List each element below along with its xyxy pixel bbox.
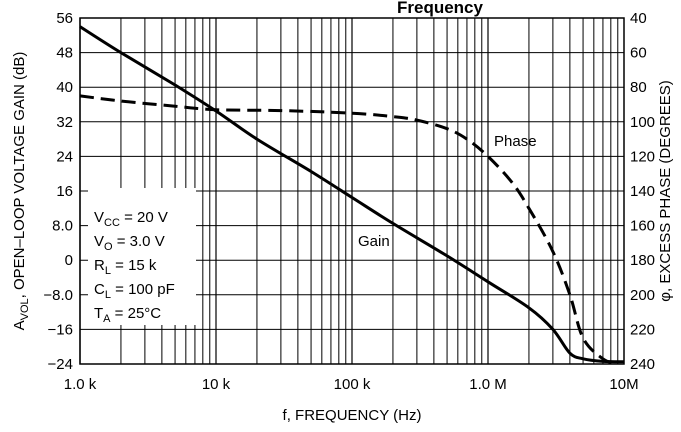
y-left-label-main: A xyxy=(11,320,28,330)
y-left-tick-label: 16 xyxy=(56,183,73,200)
y-left-tick-label: 48 xyxy=(56,45,73,62)
y-right-tick-label: 100 xyxy=(630,114,655,131)
series-label-phase: Phase xyxy=(494,133,537,150)
y-right-tick-label: 220 xyxy=(630,321,655,338)
y-right-tick-label: 80 xyxy=(630,79,647,96)
condition-symbol: R xyxy=(94,257,105,274)
y-left-tick-label: −8.0 xyxy=(43,287,73,304)
y-left-label-rest: , OPEN–LOOP VOLTAGE GAIN (dB) xyxy=(11,52,28,299)
x-tick-label: 100 k xyxy=(334,376,371,393)
condition-line: VO = 3.0 V xyxy=(94,233,165,253)
y-left-axis-label: AVOL, OPEN–LOOP VOLTAGE GAIN (dB) xyxy=(11,52,31,331)
x-tick-label: 1.0 k xyxy=(64,376,97,393)
x-tick-label: 10M xyxy=(609,376,638,393)
x-axis-label: f, FREQUENCY (Hz) xyxy=(283,407,422,424)
condition-symbol: T xyxy=(94,305,103,322)
y-left-tick-label: 40 xyxy=(56,79,73,96)
condition-value: = 25°C xyxy=(111,305,162,322)
conditions-box xyxy=(88,188,196,325)
y-left-tick-label: 32 xyxy=(56,114,73,131)
condition-symbol: V xyxy=(94,233,104,250)
y-right-tick-label: 240 xyxy=(630,356,655,373)
condition-line: VCC = 20 V xyxy=(94,209,168,229)
y-right-tick-label: 140 xyxy=(630,183,655,200)
x-tick-label: 1.0 M xyxy=(469,376,507,393)
condition-symbol: V xyxy=(94,209,104,226)
condition-symbol: C xyxy=(94,281,105,298)
chart-title: Frequency xyxy=(397,0,484,17)
series-line-phase xyxy=(79,94,619,366)
series-line-gain xyxy=(79,25,625,364)
y-right-tick-label: 40 xyxy=(630,10,647,27)
y-right-tick-label: 60 xyxy=(630,45,647,62)
condition-value: = 20 V xyxy=(120,209,168,226)
condition-subscript: CC xyxy=(104,217,120,229)
plot-frame xyxy=(79,17,625,365)
x-tick-label: 10 k xyxy=(202,376,231,393)
y-left-tick-label: −16 xyxy=(48,321,73,338)
y-right-tick-label: 200 xyxy=(630,287,655,304)
condition-subscript: O xyxy=(104,241,113,253)
y-left-label-sub: VOL xyxy=(19,298,31,320)
series-label-gain: Gain xyxy=(358,233,390,250)
condition-subscript: A xyxy=(103,313,111,325)
y-left-tick-label: 24 xyxy=(56,148,73,165)
y-right-axis-label: φ, EXCESS PHASE (DEGREES) xyxy=(657,80,674,301)
y-left-tick-label: 56 xyxy=(56,10,73,27)
axis-labels: f, FREQUENCY (Hz)AVOL, OPEN–LOOP VOLTAGE… xyxy=(11,52,674,424)
condition-value: = 100 pF xyxy=(111,281,175,298)
y-right-tick-label: 120 xyxy=(630,148,655,165)
y-right-tick-label: 160 xyxy=(630,218,655,235)
plot-series: Gain Phase xyxy=(79,25,625,366)
condition-line: CL = 100 pF xyxy=(94,281,175,301)
condition-subscript: L xyxy=(105,289,111,301)
y-left-tick-label: −24 xyxy=(48,356,73,373)
y-left-tick-label: 0 xyxy=(65,252,73,269)
y-right-tick-label: 180 xyxy=(630,252,655,269)
tick-labels: 1.0 k 10 k 100 k 1.0 M 10M 56 48 40 32 24 16 8.0 0 −8… xyxy=(43,10,655,393)
condition-line: TA = 25°C xyxy=(94,305,161,325)
condition-line: RL = 15 k xyxy=(94,257,157,277)
condition-subscript: L xyxy=(105,265,111,277)
condition-value: = 15 k xyxy=(111,257,157,274)
y-left-tick-label: 8.0 xyxy=(52,218,73,235)
condition-value: = 3.0 V xyxy=(113,233,165,250)
test-conditions: VCC = 20 VVO = 3.0 VRL = 15 kCL = 100 pF… xyxy=(88,188,196,325)
